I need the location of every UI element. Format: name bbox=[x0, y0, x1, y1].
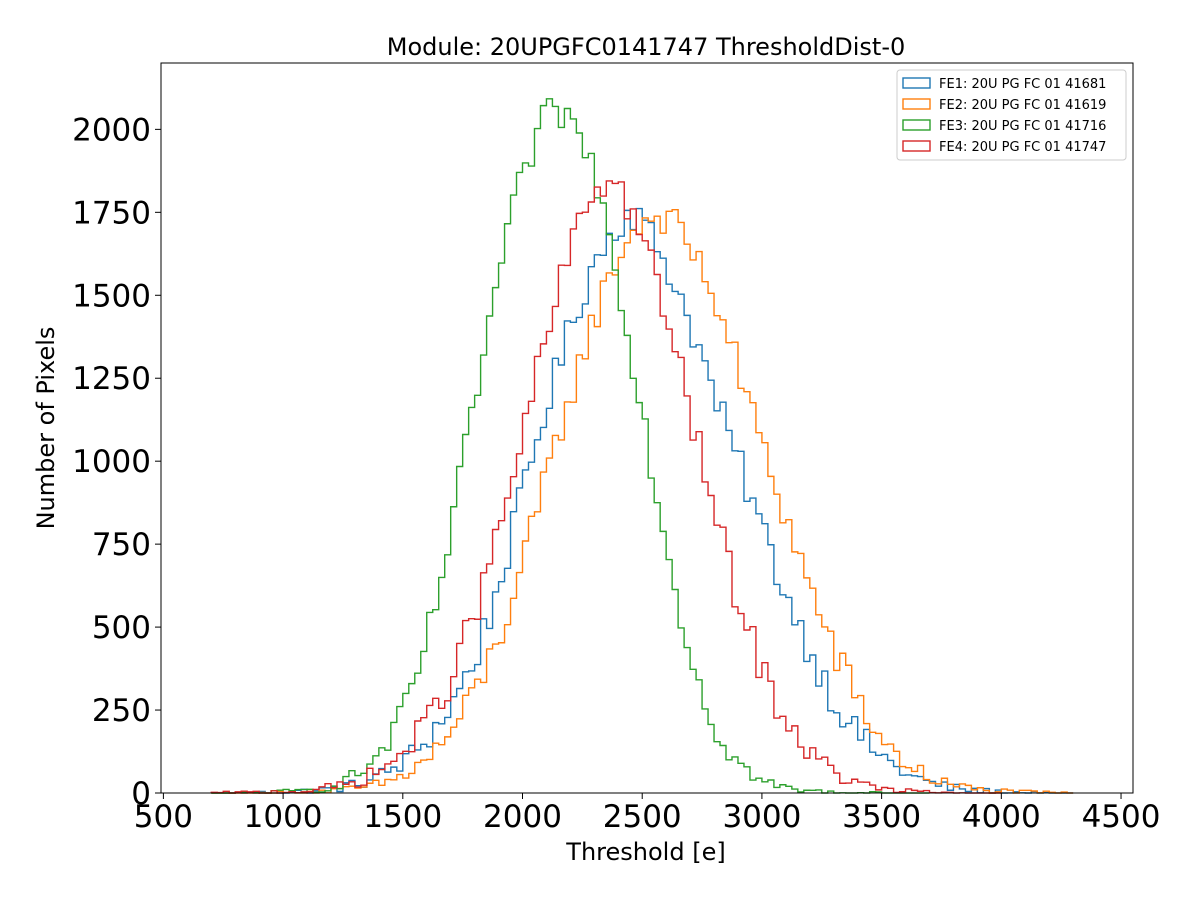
legend-swatch bbox=[902, 140, 931, 152]
series-histogram-3 bbox=[211, 98, 930, 794]
x-tick-label: 4000 bbox=[962, 799, 1041, 835]
y-axis-ticks: 0 250 500 750 1000 1250 1500 1750 2000 bbox=[72, 112, 161, 812]
series-histogram-1 bbox=[211, 207, 1074, 794]
x-tick-label: 3000 bbox=[722, 799, 801, 835]
legend-entry-label: FE4: 20U PG FC 01 41747 bbox=[939, 140, 1106, 155]
y-tick-label: 500 bbox=[92, 610, 151, 646]
chart-title: Module: 20UPGFC0141747 ThresholdDist-0 bbox=[387, 33, 906, 61]
y-tick-label: 1000 bbox=[72, 444, 151, 480]
legend-entry-label: FE1: 20U PG FC 01 41681 bbox=[939, 77, 1106, 92]
series-layer bbox=[210, 98, 1074, 794]
series-histogram-4 bbox=[210, 180, 1002, 794]
x-tick-label: 1000 bbox=[244, 799, 323, 835]
x-axis-ticks: 500 1000 1500 2000 2500 3000 3500 4000 4500 bbox=[134, 793, 1161, 835]
legend: FE1: 20U PG FC 01 41681 FE2: 20U PG FC 01… bbox=[896, 69, 1127, 161]
y-tick-label: 1750 bbox=[72, 195, 151, 231]
plot-area-frame bbox=[160, 62, 1134, 794]
legend-frame bbox=[896, 69, 1127, 161]
y-axis-label: Number of Pixels bbox=[32, 327, 60, 530]
x-tick-label: 3500 bbox=[842, 799, 921, 835]
y-tick-label: 2000 bbox=[72, 112, 151, 148]
y-tick-label: 750 bbox=[92, 527, 151, 563]
x-tick-label: 500 bbox=[134, 799, 193, 835]
x-tick-label: 2000 bbox=[483, 799, 562, 835]
legend-swatch bbox=[902, 98, 931, 110]
series-histogram-2 bbox=[211, 208, 1074, 794]
y-tick-label: 1500 bbox=[72, 278, 151, 314]
legend-entry-label: FE3: 20U PG FC 01 41716 bbox=[939, 119, 1106, 134]
y-tick-label: 0 bbox=[131, 776, 151, 812]
legend-entry-label: FE2: 20U PG FC 01 41619 bbox=[939, 98, 1106, 113]
x-tick-label: 1500 bbox=[363, 799, 442, 835]
legend-swatch bbox=[902, 77, 931, 89]
x-tick-label: 4500 bbox=[1082, 799, 1161, 835]
x-axis-label: Threshold [e] bbox=[565, 838, 725, 866]
x-tick-label: 2500 bbox=[603, 799, 682, 835]
y-tick-label: 1250 bbox=[72, 361, 151, 397]
legend-swatch bbox=[902, 119, 931, 131]
y-tick-label: 250 bbox=[92, 693, 151, 729]
